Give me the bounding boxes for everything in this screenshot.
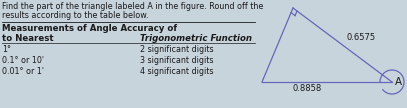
Text: Find the part of the triangle labeled A in the figure. Round off the: Find the part of the triangle labeled A … — [2, 2, 263, 11]
Text: 0.8858: 0.8858 — [292, 84, 322, 93]
Text: A: A — [395, 77, 402, 87]
Text: to Nearest: to Nearest — [2, 34, 54, 43]
Text: 0.1° or 10': 0.1° or 10' — [2, 56, 44, 65]
Text: 0.6575: 0.6575 — [346, 33, 376, 42]
Text: 2 significant digits: 2 significant digits — [140, 45, 214, 54]
Text: results according to the table below.: results according to the table below. — [2, 11, 149, 20]
Text: 0.01° or 1': 0.01° or 1' — [2, 67, 44, 76]
Text: 4 significant digits: 4 significant digits — [140, 67, 214, 76]
Text: Measurements of Angle Accuracy of: Measurements of Angle Accuracy of — [2, 24, 177, 33]
Text: 3 significant digits: 3 significant digits — [140, 56, 214, 65]
Text: Trigonometric Function: Trigonometric Function — [140, 34, 252, 43]
Text: 1°: 1° — [2, 45, 11, 54]
